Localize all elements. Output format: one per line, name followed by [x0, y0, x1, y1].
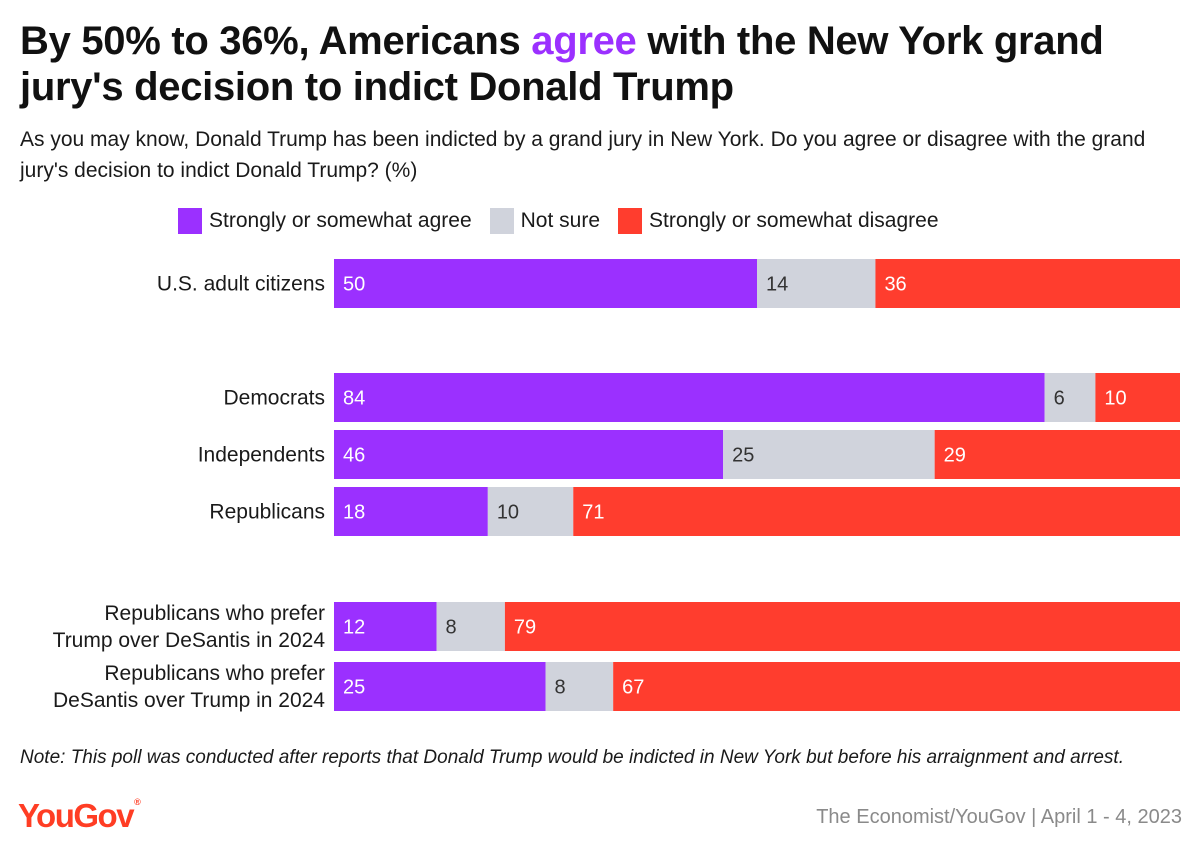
data-label-agree: 25: [343, 677, 365, 699]
legend-item-not-sure: Not sure: [489, 208, 601, 234]
bar-segment-not-sure: [436, 602, 505, 651]
category-label: Republicans who prefer DeSantis over Trum…: [53, 662, 325, 712]
footnote: Note: This poll was conducted after repo…: [20, 747, 1124, 768]
source-credit: The Economist/YouGov | April 1 - 4, 2023: [816, 806, 1182, 828]
bar-segment-not-sure: [757, 259, 876, 308]
bar-segment-agree: [334, 259, 757, 308]
logo-text: YouGov: [18, 797, 135, 834]
data-label-disagree: 67: [622, 677, 644, 699]
bar-segment-disagree: [875, 259, 1180, 308]
bar-segment-agree: [334, 430, 724, 479]
category-label: Republicans: [209, 501, 325, 524]
bar-segment-not-sure: [723, 430, 935, 479]
bar-segment-agree: [334, 602, 437, 651]
legend-swatch-not-sure: [489, 208, 514, 234]
legend: Strongly or somewhat agree Not sure Stro…: [178, 206, 957, 236]
data-label-not-sure: 6: [1054, 388, 1065, 410]
data-label-agree: 50: [343, 274, 365, 296]
chart-subtitle: As you may know, Donald Trump has been i…: [20, 128, 1146, 182]
data-label-not-sure: 10: [497, 502, 519, 524]
data-label-not-sure: 25: [732, 445, 754, 467]
bar-segment-agree: [334, 487, 488, 536]
title-highlight: agree: [531, 19, 637, 63]
legend-swatch-disagree: [618, 208, 643, 234]
data-label-disagree: 71: [582, 502, 604, 524]
category-label: Democrats: [223, 387, 325, 410]
title-text-start: By 50% to 36%, Americans: [20, 19, 532, 63]
data-label-disagree: 29: [944, 445, 966, 467]
title-text-end: with the New York grand jury's decision …: [20, 19, 1104, 109]
data-label-agree: 12: [343, 617, 365, 639]
data-label-disagree: 10: [1104, 388, 1126, 410]
bar-segment-not-sure: [487, 487, 574, 536]
chart-title: By 50% to 36%, Americans agree with the …: [20, 18, 1185, 110]
legend-item-disagree: Strongly or somewhat disagree: [618, 208, 939, 234]
legend-swatch-agree: [178, 208, 202, 234]
data-label-agree: 18: [343, 502, 365, 524]
category-label: Republicans who prefer Trump over DeSanti…: [53, 602, 326, 652]
bar-segment-agree: [334, 662, 546, 711]
bar-segment-disagree: [613, 662, 1180, 711]
bar-segment-disagree: [573, 487, 1180, 536]
data-label-disagree: 36: [884, 274, 906, 296]
category-label: Independents: [198, 444, 325, 467]
data-label-agree: 84: [343, 388, 365, 410]
bar-segment-disagree: [504, 602, 1181, 651]
legend-label-disagree: Strongly or somewhat disagree: [649, 209, 939, 232]
category-label: U.S. adult citizens: [157, 273, 325, 296]
bar-segment-agree: [334, 373, 1045, 422]
yougov-logo: YouGov®: [18, 797, 141, 837]
bar-segment-disagree: [934, 430, 1180, 479]
legend-item-agree: Strongly or somewhat agree: [178, 208, 472, 234]
data-label-not-sure: 8: [555, 677, 566, 699]
bar-segment-not-sure: [1044, 373, 1096, 422]
legend-label-not-sure: Not sure: [520, 209, 601, 232]
legend-label-agree: Strongly or somewhat agree: [209, 209, 472, 232]
data-label-not-sure: 8: [446, 617, 457, 639]
registered-mark: ®: [134, 797, 141, 807]
data-label-not-sure: 14: [766, 274, 788, 296]
data-label-agree: 46: [343, 445, 365, 467]
bar-segment-not-sure: [545, 662, 614, 711]
bar-segment-disagree: [1095, 373, 1180, 422]
data-label-disagree: 79: [514, 617, 536, 639]
